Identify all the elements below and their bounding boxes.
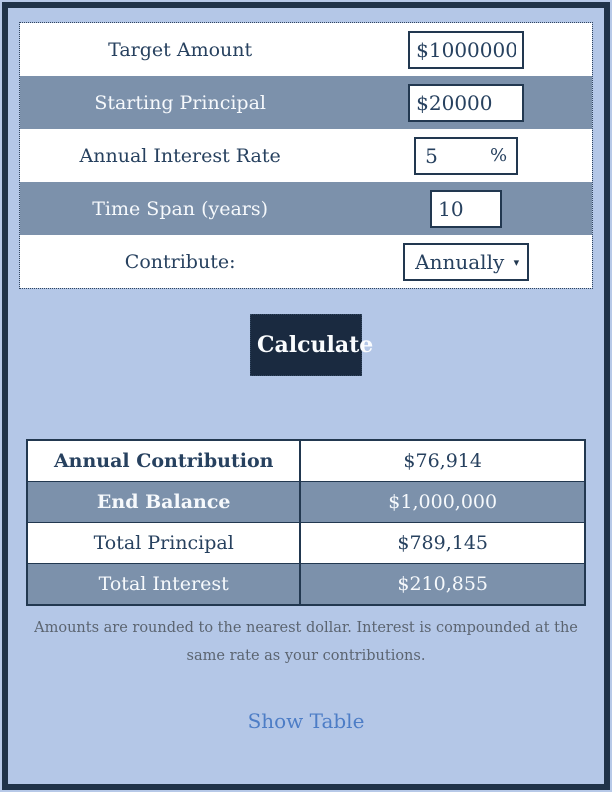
end-balance-label: End Balance [26,481,302,523]
time-span-input[interactable] [430,189,503,228]
result-row-total-principal: Total Principal $789,145 [26,522,586,564]
annual-contribution-label: Annual Contribution [26,439,302,482]
percent-suffix: % [490,145,508,166]
contribute-selected-value: Annually [415,249,505,274]
show-table-link[interactable]: Show Table [247,708,365,733]
result-row-total-interest: Total Interest $210,855 [26,563,586,606]
starting-principal-cell [340,83,592,122]
total-interest-label: Total Interest [26,563,302,606]
form-row-time-span: Time Span (years) [20,182,592,235]
input-form: Target Amount Starting Principal Annual … [19,22,593,289]
end-balance-value: $1,000,000 [299,481,586,523]
interest-rate-label: Annual Interest Rate [79,144,281,167]
contribute-cell: Annually ▾ [340,242,592,281]
result-row-annual-contribution: Annual Contribution $76,914 [26,439,586,482]
time-span-cell [340,189,592,228]
contribute-label: Contribute: [124,250,236,273]
dropdown-arrow-icon: ▾ [513,256,520,269]
total-interest-value: $210,855 [299,563,586,606]
form-row-contribute: Contribute: Annually ▾ [20,235,592,288]
result-row-end-balance: End Balance $1,000,000 [26,481,586,523]
target-amount-input[interactable] [408,30,525,69]
results-table: Annual Contribution $76,914 End Balance … [26,439,586,606]
target-amount-cell [340,30,592,69]
interest-rate-cell: % [340,136,592,175]
total-principal-value: $789,145 [299,522,586,564]
form-row-starting-principal: Starting Principal [20,76,592,129]
interest-rate-input[interactable] [425,143,468,168]
form-row-target-amount: Target Amount [20,23,592,76]
time-span-label: Time Span (years) [92,197,269,220]
contribute-select[interactable]: Annually ▾ [403,242,530,281]
calculate-button[interactable]: Calculate [250,314,373,376]
starting-principal-input[interactable] [408,83,525,122]
target-amount-label: Target Amount [108,38,253,61]
interest-rate-box: % [414,136,519,175]
rounding-footnote: Amounts are rounded to the nearest dolla… [34,620,578,665]
starting-principal-label: Starting Principal [94,91,266,114]
form-row-interest-rate: Annual Interest Rate % [20,129,592,182]
total-principal-label: Total Principal [26,522,302,564]
annual-contribution-value: $76,914 [299,439,586,482]
